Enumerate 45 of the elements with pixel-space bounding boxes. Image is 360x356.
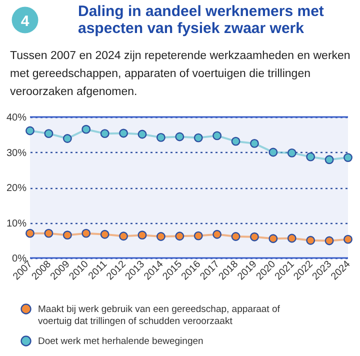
y-tick-label: 20% bbox=[6, 183, 27, 194]
point bbox=[62, 134, 72, 143]
point bbox=[212, 131, 222, 140]
point bbox=[26, 126, 34, 136]
point bbox=[268, 234, 278, 244]
point bbox=[100, 129, 110, 138]
point bbox=[287, 148, 296, 158]
point bbox=[324, 236, 334, 246]
point bbox=[138, 130, 147, 139]
point bbox=[62, 230, 72, 240]
point bbox=[175, 232, 184, 241]
point bbox=[119, 232, 128, 241]
point bbox=[268, 148, 278, 157]
point bbox=[82, 228, 91, 238]
point bbox=[287, 234, 296, 243]
point bbox=[175, 132, 184, 142]
legend-label: Doet werk met herhalende bewegingen bbox=[38, 336, 204, 347]
chart-subtitle: Tussen 2007 en 2024 zijn repeterende werkzaamheden en werken met gereedschappen, apparaten of voertuigen die trillingen veroorzaken afgenomen. bbox=[10, 50, 350, 98]
point bbox=[119, 128, 128, 138]
point bbox=[212, 230, 222, 239]
legend-label: Maakt bij werk gebruik van een gereedschap, apparaat of voertuig dat trillingen of schudden veroorzaakt bbox=[38, 304, 280, 327]
point bbox=[324, 155, 334, 164]
point bbox=[82, 124, 91, 134]
point bbox=[250, 232, 259, 242]
point bbox=[26, 228, 34, 238]
y-tick-label: 30% bbox=[6, 148, 27, 159]
y-tick-label: 40% bbox=[6, 112, 27, 124]
point bbox=[44, 228, 54, 238]
point bbox=[156, 232, 166, 241]
point bbox=[156, 132, 166, 142]
point bbox=[344, 153, 352, 162]
chart-title: Daling in aandeel werknemers met aspecten van fysiek zwaar werk bbox=[78, 3, 324, 37]
point bbox=[194, 231, 203, 240]
text: 4 bbox=[20, 13, 30, 30]
point bbox=[44, 129, 54, 138]
y-tick-label: 10% bbox=[6, 218, 27, 230]
point bbox=[344, 234, 352, 244]
point bbox=[250, 138, 259, 148]
point bbox=[138, 230, 147, 240]
point bbox=[231, 136, 240, 146]
point bbox=[194, 133, 203, 142]
point bbox=[100, 230, 110, 239]
point bbox=[306, 152, 316, 162]
point bbox=[306, 236, 316, 245]
point bbox=[231, 232, 240, 241]
